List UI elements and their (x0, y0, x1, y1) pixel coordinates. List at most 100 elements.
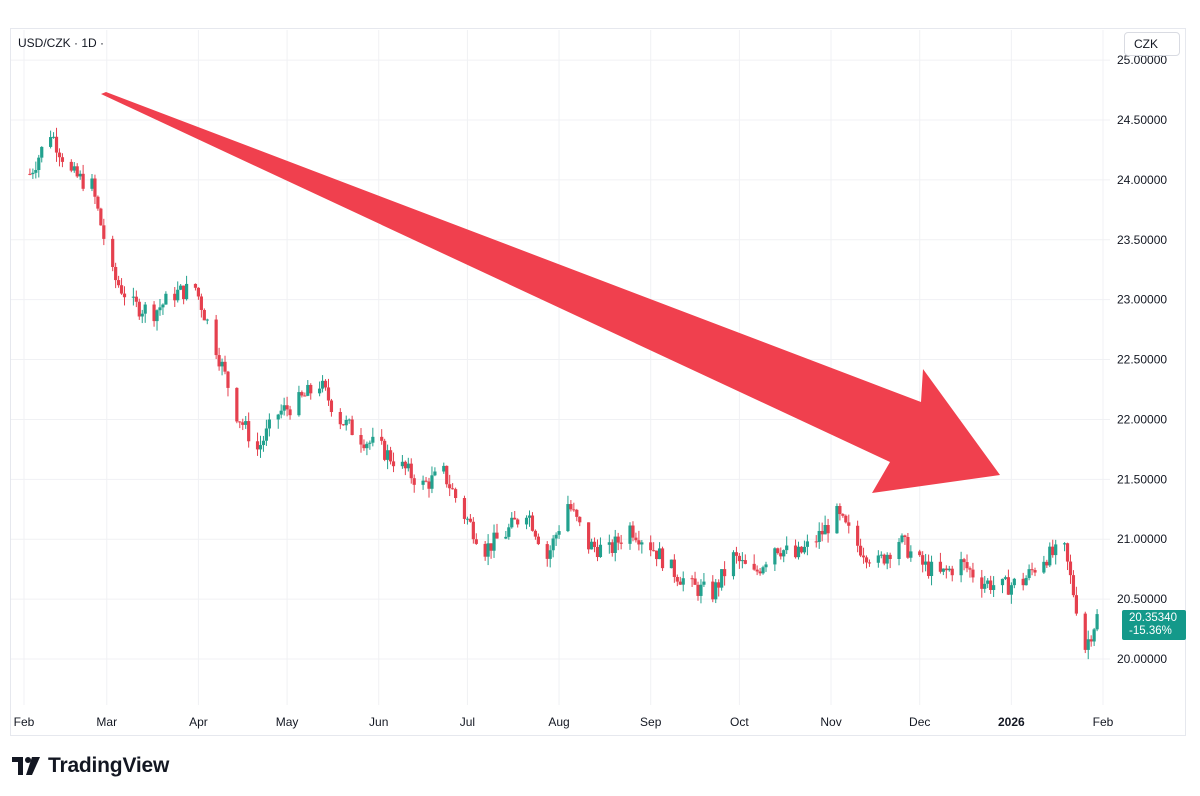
candle-body (37, 157, 41, 170)
candle-body (989, 580, 993, 590)
currency-button[interactable]: CZK (1124, 32, 1180, 56)
candle-body (152, 304, 156, 322)
candle-body (793, 545, 798, 558)
candle-body (276, 414, 280, 420)
candle-body (929, 561, 934, 577)
candle-body (81, 173, 85, 189)
candle-body (530, 515, 535, 531)
candle-body (383, 440, 387, 460)
candle-body (876, 555, 880, 563)
candle-body (817, 530, 821, 543)
candle-body (823, 525, 827, 535)
candle-body (557, 531, 561, 535)
candle-body (734, 552, 739, 556)
candle-body (359, 435, 363, 445)
candle-body (755, 569, 759, 572)
candle-body (717, 582, 721, 588)
candle-body (199, 296, 203, 310)
candle-body (99, 208, 103, 226)
candle-body (421, 480, 425, 485)
candle-body (303, 395, 307, 397)
x-tick-label: Jul (460, 715, 475, 729)
candle-body (921, 555, 925, 565)
candle-body (427, 481, 431, 489)
candle-body (285, 405, 289, 410)
y-tick-label: 24.00000 (1117, 173, 1167, 187)
candle-body (424, 480, 428, 482)
candle-body (959, 559, 963, 576)
candle-body (131, 296, 135, 298)
y-tick-label: 22.50000 (1117, 353, 1167, 367)
candle-body (495, 532, 499, 539)
candle-body (75, 166, 79, 177)
candle-body (858, 545, 863, 556)
candle-body (587, 522, 591, 550)
candle-body (54, 136, 59, 153)
candle-body (318, 388, 322, 394)
candle-body (388, 450, 393, 462)
candle-body (217, 355, 221, 367)
candle-body (391, 461, 396, 467)
candle-body (93, 178, 97, 197)
candle-body (672, 559, 676, 577)
candle-body (1074, 595, 1078, 614)
candle-body (986, 580, 990, 584)
candle-body (607, 542, 611, 545)
candle-body (968, 568, 972, 570)
candle-body (164, 293, 168, 305)
candle-body (1024, 577, 1028, 586)
tradingview-logo[interactable]: TradingView (12, 753, 169, 779)
x-tick-label: May (276, 715, 299, 729)
candle-body (1089, 639, 1093, 642)
candle-body (184, 283, 189, 300)
candle-body (122, 293, 127, 298)
candle-body (69, 161, 73, 171)
candle-body (838, 505, 842, 515)
candle-body (634, 537, 638, 541)
candle-body (1042, 561, 1046, 573)
tradingview-wordmark: TradingView (48, 754, 170, 777)
y-tick-label: 22.00000 (1117, 412, 1167, 426)
candle-body (678, 581, 682, 585)
candle-body (879, 554, 883, 556)
candle-body (938, 561, 943, 572)
candle-body (690, 578, 694, 580)
candle-body (983, 583, 987, 589)
candle-body (595, 546, 600, 558)
candle-body (31, 172, 35, 175)
candle-body (442, 465, 446, 472)
candle-body (640, 542, 644, 545)
candle-body (740, 560, 744, 562)
candle-body (471, 521, 475, 540)
y-tick-label: 21.50000 (1117, 472, 1167, 486)
candle-body (226, 371, 230, 388)
candle-body (885, 554, 889, 564)
candle-body (513, 517, 517, 520)
candle-body (454, 489, 458, 499)
x-tick-label: Sep (640, 715, 662, 729)
candle-body (924, 561, 928, 565)
y-tick-label: 23.50000 (1117, 233, 1167, 247)
candle-body (1027, 569, 1031, 578)
candle-body (223, 361, 227, 372)
candle-body (205, 319, 209, 321)
candle-body (486, 543, 490, 557)
candle-body (1086, 639, 1090, 650)
candle-body (926, 561, 931, 577)
candle-body (214, 319, 218, 356)
candle-body (430, 475, 434, 489)
candle-body (279, 410, 283, 415)
candle-body (820, 530, 824, 535)
candle-body (657, 548, 662, 560)
candle-body (483, 543, 487, 557)
candle-body (492, 532, 496, 551)
candle-body (403, 461, 407, 469)
candle-body (1009, 585, 1013, 595)
x-tick-label: Nov (820, 715, 841, 729)
symbol-title[interactable]: USD/CZK · 1D · (18, 36, 105, 50)
candle-body (297, 392, 301, 416)
candle-body (628, 525, 632, 544)
candle-body (320, 380, 325, 389)
candle-body (841, 514, 845, 516)
